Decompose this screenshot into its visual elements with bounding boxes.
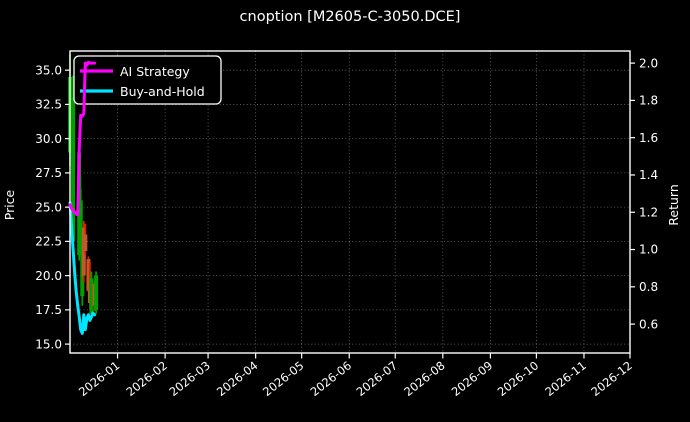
date-tick-label: 2026-12 xyxy=(588,358,634,399)
axis-ticks: 35.0 32.5 30.0 27.5 25.0 22.5 20.0 17.5 15.0 2.0 1… xyxy=(35,56,658,399)
date-tick-label: 2026-08 xyxy=(401,358,447,399)
chart-title: cnoption [M2605-C-3050.DCE] xyxy=(240,9,461,25)
price-tick-label: 27.5 xyxy=(35,166,62,180)
return-tick-label: 0.6 xyxy=(639,317,658,331)
price-tick-label: 35.0 xyxy=(35,63,62,77)
date-tick-label: 2026-01 xyxy=(76,358,122,399)
return-tick-label: 1.4 xyxy=(639,168,658,182)
date-tick-label: 2026-04 xyxy=(214,358,260,399)
price-tick-label: 22.5 xyxy=(35,235,62,249)
return-tick-label: 2.0 xyxy=(639,56,658,70)
date-tick-label: 2026-05 xyxy=(260,358,306,399)
date-tick-label: 2026-10 xyxy=(495,358,541,399)
return-tick-label: 1.2 xyxy=(639,205,658,219)
legend-label-ai-strategy: AI Strategy xyxy=(120,64,190,79)
buy-and-hold-polyline xyxy=(68,201,96,335)
price-tick-label: 30.0 xyxy=(35,132,62,146)
return-axis-label: Return xyxy=(666,184,681,225)
date-tick-label: 2026-06 xyxy=(308,358,354,399)
return-tick-label: 1.0 xyxy=(639,243,658,257)
price-tick-label: 20.0 xyxy=(35,269,62,283)
legend-label-buy-and-hold: Buy-and-Hold xyxy=(120,84,205,99)
date-tick-label: 2026-03 xyxy=(166,358,212,399)
ai-strategy-line xyxy=(68,60,96,217)
ai-strategy-polyline xyxy=(68,60,96,217)
plot-border xyxy=(69,50,631,354)
price-tick-label: 32.5 xyxy=(35,98,62,112)
return-tick-label: 0.8 xyxy=(639,280,658,294)
return-tick-label: 1.8 xyxy=(639,94,658,108)
date-tick-label: 2026-07 xyxy=(354,358,400,399)
legend: AI Strategy Buy-and-Hold xyxy=(73,55,222,105)
price-tick-label: 15.0 xyxy=(35,337,62,351)
gridlines xyxy=(70,51,631,353)
date-tick-label: 2026-11 xyxy=(542,358,588,399)
return-tick-label: 1.6 xyxy=(639,131,658,145)
date-tick-label: 2026-02 xyxy=(123,358,169,399)
price-tick-label: 17.5 xyxy=(35,303,62,317)
buy-and-hold-line xyxy=(68,201,96,335)
price-tick-label: 25.0 xyxy=(35,200,62,214)
date-tick-label: 2026-09 xyxy=(449,358,495,399)
price-axis-label: Price xyxy=(2,189,17,220)
